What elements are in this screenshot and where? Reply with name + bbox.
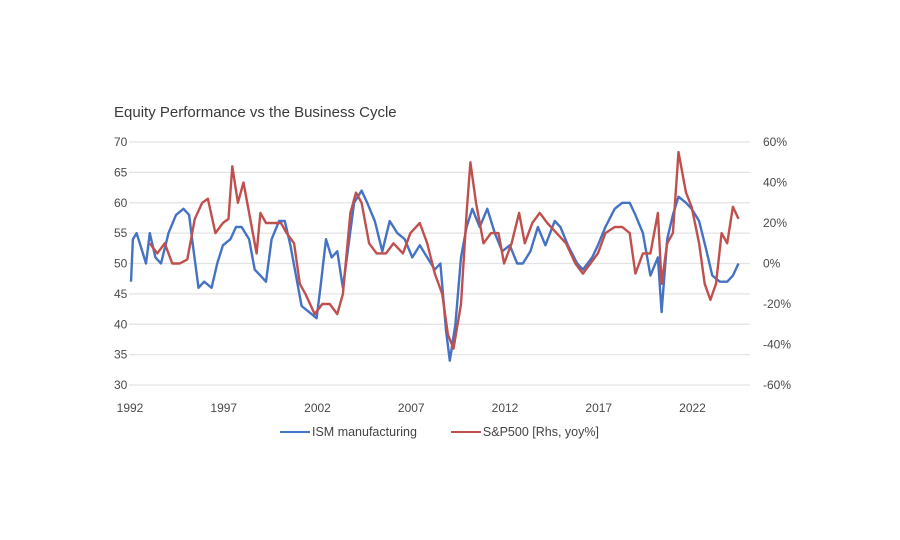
x-tick-label: 1997	[210, 401, 237, 415]
chart-title: Equity Performance vs the Business Cycle	[114, 104, 397, 121]
legend-label-sp500: S&P500 [Rhs, yoy%]	[482, 425, 599, 439]
y2-tick-label: 0%	[763, 257, 781, 271]
series-lines	[129, 150, 740, 362]
legend: ISM manufacturing S&P500 [Rhs, yoy%]	[280, 425, 599, 439]
series-line-sp500	[148, 150, 740, 350]
x-tick-label: 2002	[304, 401, 331, 415]
legend-item-ism: ISM manufacturing	[280, 425, 417, 439]
y2-tick-label: 60%	[763, 135, 787, 149]
x-tick-label: 2007	[398, 401, 425, 415]
legend-label-ism: ISM manufacturing	[312, 425, 417, 439]
y2-tick-label: -60%	[763, 378, 791, 392]
y-tick-label: 70	[114, 135, 128, 149]
y-tick-label: 40	[114, 317, 128, 331]
y-tick-label: 45	[114, 287, 128, 301]
y-tick-label: 65	[114, 165, 128, 179]
x-tick-label: 2012	[492, 401, 519, 415]
y-tick-label: 30	[114, 378, 128, 392]
y-axis-left: 70 65 60 55 50 45 40 35 30	[114, 135, 128, 392]
y2-tick-label: -40%	[763, 338, 791, 352]
y2-tick-label: 20%	[763, 216, 787, 230]
legend-item-sp500: S&P500 [Rhs, yoy%]	[450, 425, 599, 439]
x-axis: 1992 1997 2002 2007 2012 2017 2022	[117, 401, 707, 415]
y-axis-right: 60% 40% 20% 0% -20% -40% -60%	[763, 135, 791, 392]
x-tick-label: 2017	[585, 401, 612, 415]
y2-tick-label: -20%	[763, 297, 791, 311]
y2-tick-label: 40%	[763, 176, 787, 190]
y-tick-label: 35	[114, 348, 128, 362]
legend-swatch-ism	[280, 431, 310, 433]
y-tick-label: 60	[114, 196, 128, 210]
y-tick-label: 50	[114, 257, 128, 271]
x-tick-label: 1992	[117, 401, 144, 415]
series-line-ism	[129, 189, 740, 362]
y-tick-label: 55	[114, 226, 128, 240]
legend-swatch-sp500	[450, 431, 481, 433]
x-tick-label: 2022	[679, 401, 706, 415]
